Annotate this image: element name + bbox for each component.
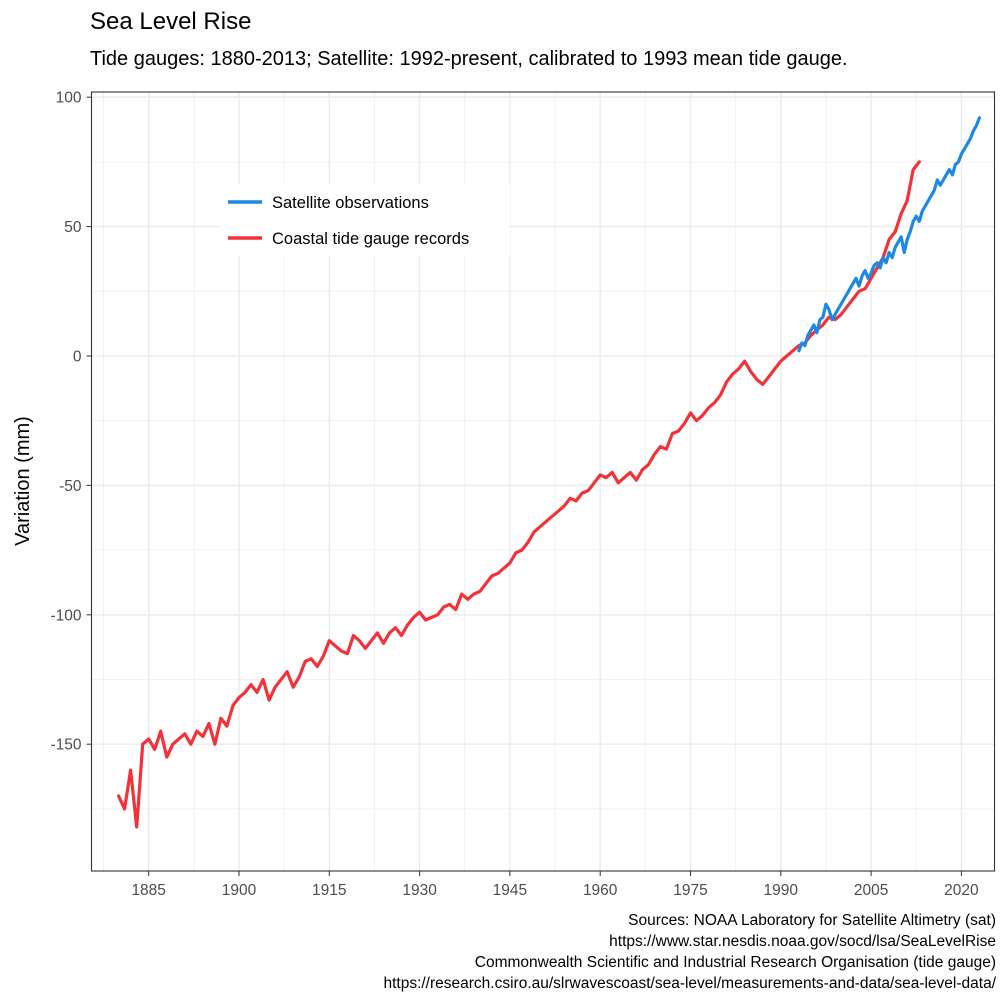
x-tick-label: 1900: [222, 882, 257, 899]
y-tick-label: 100: [56, 90, 82, 107]
x-tick-label: 1945: [493, 882, 527, 899]
chart-caption: Sources: NOAA Laboratory for Satellite A…: [383, 910, 996, 994]
y-axis-title: Variation (mm): [12, 416, 34, 546]
x-tick-label: 1960: [583, 882, 618, 899]
chart-subtitle: Tide gauges: 1880-2013; Satellite: 1992-…: [90, 48, 848, 70]
y-tick-label: -150: [50, 737, 81, 754]
caption-line: https://www.star.nesdis.noaa.gov/socd/ls…: [609, 933, 996, 950]
caption-line: https://research.csiro.au/slrwavescoast/…: [383, 975, 996, 992]
y-tick-label: -50: [59, 478, 82, 495]
x-tick-label: 1885: [131, 882, 165, 899]
minor-grid: [91, 92, 995, 871]
caption-line: Sources: NOAA Laboratory for Satellite A…: [628, 912, 996, 929]
x-tick-label: 2005: [854, 882, 888, 899]
x-tick-label: 1990: [764, 882, 799, 899]
y-tick-label: 50: [64, 219, 82, 236]
x-tick-label: 2020: [944, 882, 979, 899]
series-line-0: [797, 116, 981, 353]
legend-label-0: Satellite observations: [272, 194, 429, 212]
y-tick-label: 0: [73, 348, 82, 365]
legend-background: [220, 184, 510, 256]
x-tick-label: 1915: [312, 882, 346, 899]
caption-line: Commonwealth Scientific and Industrial R…: [474, 954, 996, 971]
x-axis: 1885 1900 1915 1930 1945 1960 1975 1990 2005 2020: [131, 871, 979, 899]
y-axis: -150 -100 -50 0 50 100: [50, 90, 92, 754]
x-tick-label: 1930: [402, 882, 437, 899]
legend-label-1: Coastal tide gauge records: [272, 230, 469, 248]
y-tick-label: -100: [50, 607, 81, 624]
chart-title: Sea Level Rise: [90, 8, 252, 35]
legend: Satellite observations Coastal tide gauge…: [220, 184, 510, 256]
panel-border: [90, 91, 996, 872]
x-tick-label: 1975: [673, 882, 707, 899]
series-line-1: [117, 160, 921, 829]
series-layer: [117, 116, 981, 829]
